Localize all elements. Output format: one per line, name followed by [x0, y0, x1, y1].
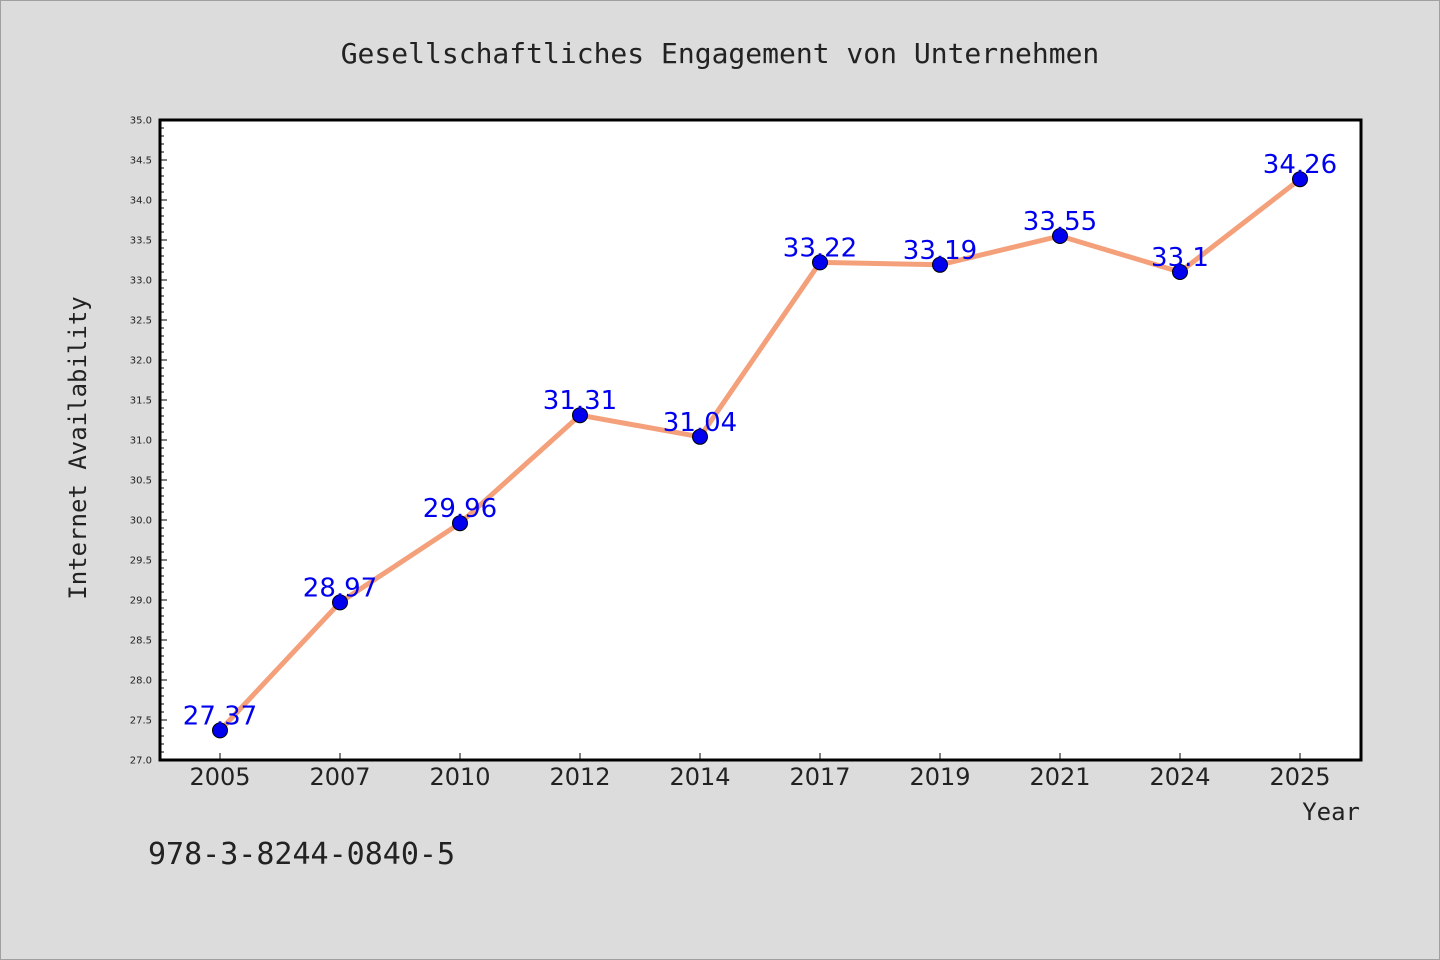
data-point: [572, 407, 588, 424]
data-label: 33.55: [1023, 207, 1097, 237]
chart-title: Gesellschaftliches Engagement von Untern…: [341, 37, 1100, 70]
x-tick-label: 2021: [1029, 763, 1090, 791]
y-tick-label: 35.0: [130, 116, 152, 127]
data-point: [1052, 228, 1068, 244]
y-tick-label: 29.0: [130, 596, 152, 607]
data-label: 28.97: [303, 573, 377, 603]
y-tick-label: 34.0: [130, 196, 152, 207]
y-tick-label: 31.5: [130, 396, 152, 407]
y-tick-label: 29.5: [130, 556, 152, 567]
y-tick-label: 30.0: [130, 516, 152, 527]
data-label: 34.26: [1263, 150, 1337, 180]
data-points: [212, 171, 1308, 739]
data-label: 29.96: [423, 494, 497, 524]
x-tick-label: 2005: [189, 763, 250, 791]
y-tick-label: 34.5: [130, 156, 152, 167]
series-line-group: [218, 177, 1302, 733]
y-axis: 27.0 27.5 28.0 28.5 29.0 29.5 30.0 30.5 31.0 31.5…: [130, 116, 167, 767]
data-label: 33.1: [1151, 243, 1209, 273]
y-tick-label: 27.0: [130, 756, 152, 767]
y-tick-label: 32.0: [130, 356, 152, 367]
y-tick-label: 33.0: [130, 276, 152, 287]
y-tick-label: 28.5: [130, 636, 152, 647]
data-point: [692, 428, 708, 445]
data-point: [1292, 171, 1308, 188]
data-point: [932, 256, 948, 273]
x-tick-label: 2025: [1269, 763, 1330, 791]
x-axis-label: Year: [1302, 798, 1360, 826]
x-axis: 2005 2007 2010 2012 2014 2017 2019 2021 2024 2025: [189, 753, 1331, 791]
x-tick-label: 2012: [549, 763, 610, 791]
x-tick-label: 2017: [789, 763, 850, 791]
data-label: 33.19: [903, 236, 977, 266]
data-label: 27.37: [183, 701, 257, 731]
x-tick-label: 2019: [909, 763, 970, 791]
data-labels: 27.37 28.97 29.96 31.31 31.04 33.22 33.19 33.55…: [183, 150, 1337, 731]
data-point: [212, 722, 228, 739]
data-point: [1172, 264, 1188, 280]
data-label: 31.31: [543, 386, 617, 416]
data-label: 33.22: [783, 233, 857, 263]
y-tick-label: 33.5: [130, 236, 152, 247]
y-tick-label: 27.5: [130, 716, 152, 727]
isbn-footer: 978-3-8244-0840-5: [148, 837, 455, 872]
y-tick-label: 28.0: [130, 676, 152, 687]
x-tick-label: 2014: [669, 763, 730, 791]
data-label: 31.04: [663, 408, 737, 438]
data-point: [332, 594, 348, 611]
y-tick-label: 31.0: [130, 436, 152, 447]
x-tick-label: 2024: [1149, 763, 1210, 791]
data-point: [452, 515, 468, 532]
data-point: [812, 254, 828, 271]
x-tick-label: 2007: [309, 763, 370, 791]
x-tick-label: 2010: [429, 763, 490, 791]
plot-area: [158, 118, 1363, 762]
y-axis-label: Internet Availability: [64, 296, 92, 599]
series-line: [218, 177, 1302, 733]
y-tick-label: 32.5: [130, 316, 152, 327]
y-tick-label: 30.5: [130, 476, 152, 487]
